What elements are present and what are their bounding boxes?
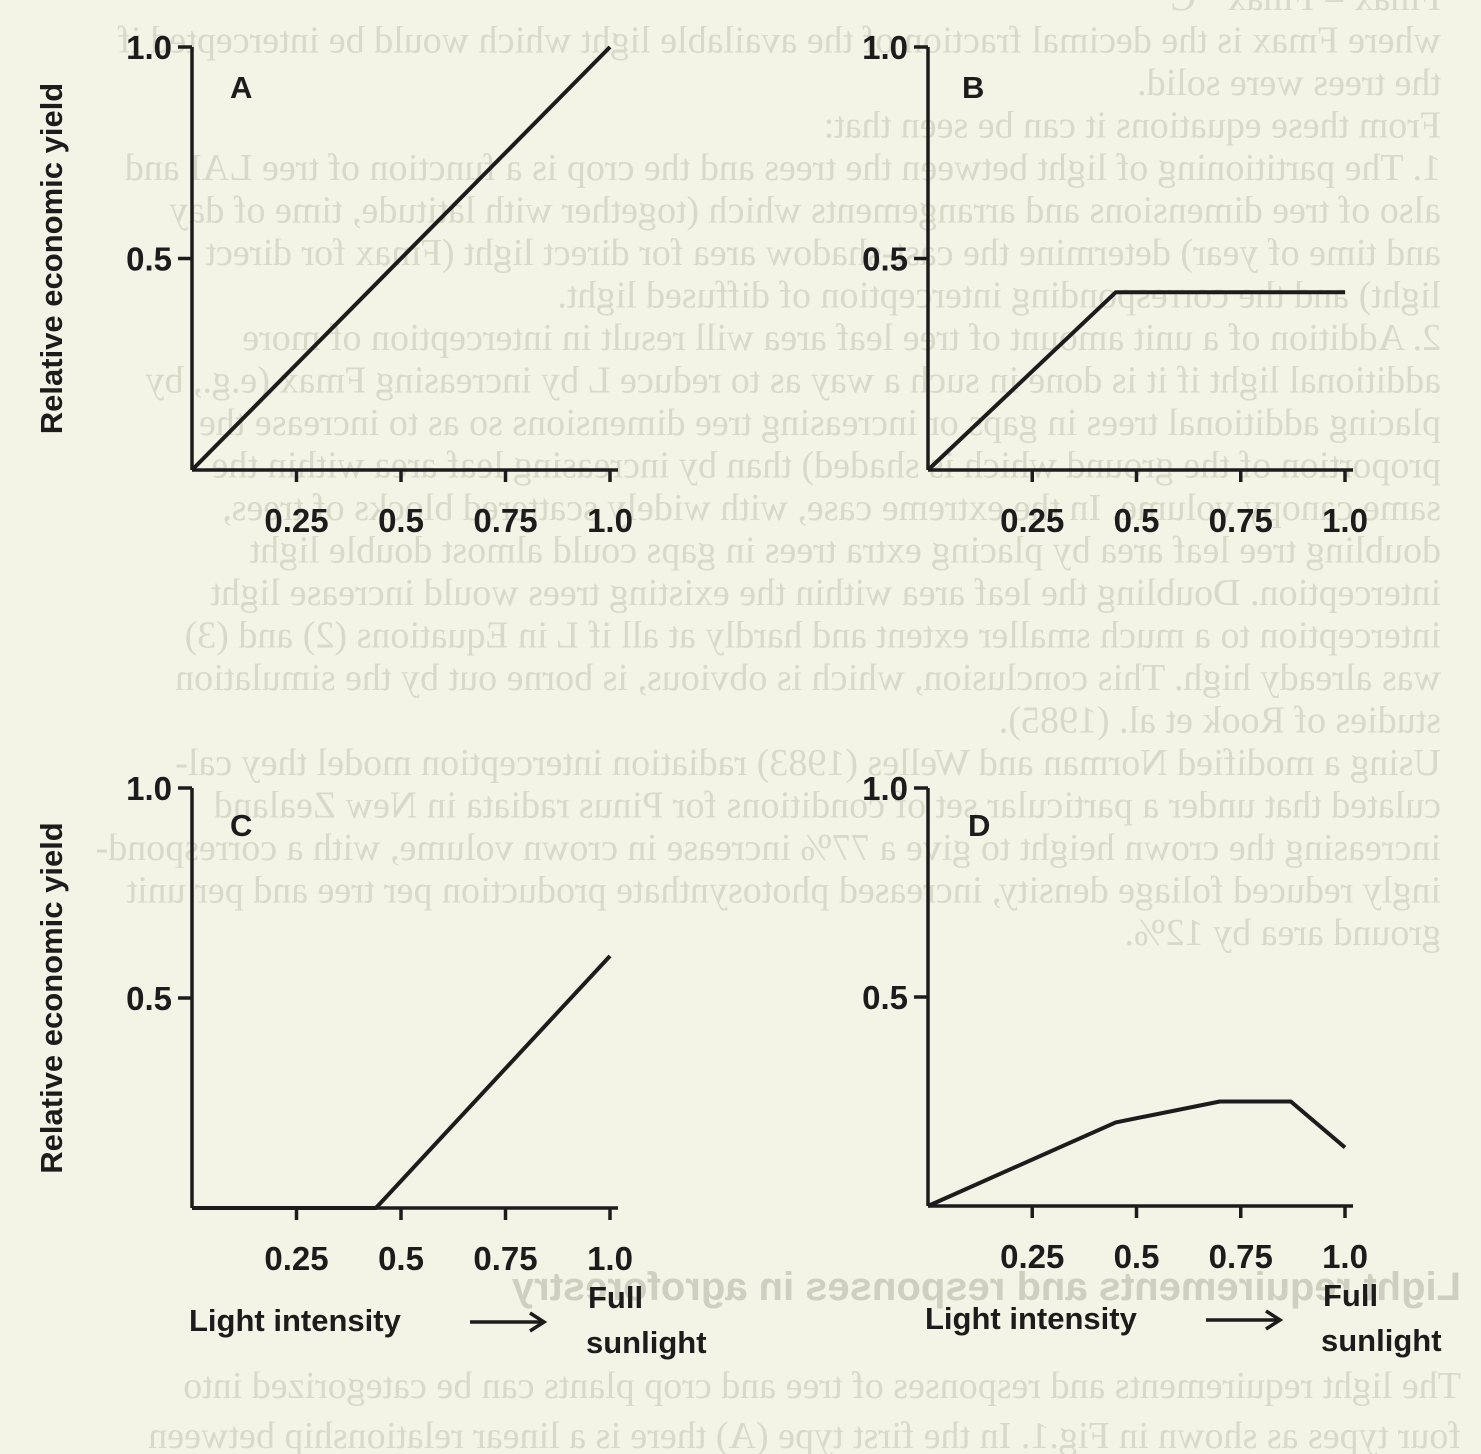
x-tick-label: 1.0 xyxy=(1322,502,1368,539)
x-tick-label: 0.25 xyxy=(1000,502,1064,539)
series-line xyxy=(927,1099,1347,1208)
show-through-line: increasing the crown height to give a 77… xyxy=(96,827,1441,869)
show-through-heading: Light requirements and responses in agro… xyxy=(511,1265,1461,1309)
x-tick-label: 0.5 xyxy=(378,1240,424,1277)
x-axis-end-label: sunlight xyxy=(586,1325,707,1360)
y-axis-title: Relative economic yield xyxy=(34,83,69,434)
y-axis-title: Relative economic yield xyxy=(34,822,69,1173)
x-tick-label: 1.0 xyxy=(587,502,633,539)
x-tick-label: 1.0 xyxy=(587,1240,633,1277)
show-through-line: 1. The partitioning of light between the… xyxy=(125,147,1441,189)
show-through-line: ground area by 12%. xyxy=(1124,912,1441,954)
panel-label: B xyxy=(962,70,984,105)
y-tick-label: 0.5 xyxy=(126,241,172,278)
chart-panel-d: 0.5 1.0 0.25 0.5 0.75 1.0 D Light intensity Full… xyxy=(862,770,1441,1358)
y-tick-label: 1.0 xyxy=(862,29,908,66)
x-tick-label: 0.25 xyxy=(1000,1238,1064,1275)
y-tick-label: 1.0 xyxy=(126,770,172,807)
show-through-line: interception to a much smaller extent an… xyxy=(185,615,1441,657)
x-tick-label: 0.75 xyxy=(1209,502,1273,539)
x-tick-label: 0.75 xyxy=(1209,1238,1273,1275)
x-axis-end-label: sunlight xyxy=(1321,1323,1442,1358)
show-through-line: placing additional trees in gaps or incr… xyxy=(199,402,1441,444)
x-tick-label: 0.25 xyxy=(264,1240,328,1277)
chart-panel-a: 0.5 1.0 0.25 0.5 0.75 1.0 A Relative economic y… xyxy=(34,29,633,539)
show-through-line: The light requirements and responses of … xyxy=(183,1365,1461,1407)
y-tick-label: 1.0 xyxy=(862,770,908,807)
show-through-line: the trees were solid. xyxy=(1137,62,1441,104)
show-through-line: ingly reduced foliage density, increased… xyxy=(126,870,1441,912)
show-through-line: doubling tree leaf area by placing extra… xyxy=(249,530,1441,572)
show-through-line: and time of year) determine the cast-sha… xyxy=(205,232,1441,274)
show-through-line: proportion of the ground which is shaded… xyxy=(212,445,1441,487)
x-tick-label: 0.75 xyxy=(473,1240,537,1277)
show-through-line: 2. Addition of a unit amount of tree lea… xyxy=(242,317,1441,359)
x-tick-label: 0.5 xyxy=(1114,502,1160,539)
show-through-line: Using a modified Norman and Welles (1983… xyxy=(175,742,1441,784)
show-through-line: additional light if it is done in such a… xyxy=(145,360,1441,402)
x-axis-title: Light intensity xyxy=(189,1303,402,1338)
show-through-line: also of tree dimensions and arrangements… xyxy=(169,190,1441,232)
chart-panel-c: 0.5 1.0 0.25 0.5 0.75 1.0 C Relative economic y… xyxy=(34,770,707,1360)
show-through-line: studies of Rook et al. (1985). xyxy=(999,700,1441,742)
x-tick-label: 1.0 xyxy=(1322,1238,1368,1275)
series-line xyxy=(192,954,612,1210)
show-through-line: four types as shown in Fig.1. In the fir… xyxy=(148,1415,1461,1454)
x-tick-label: 0.5 xyxy=(378,502,424,539)
show-through-line: interception. Doubling the leaf area wit… xyxy=(210,572,1441,614)
show-through-line: where Fmax is the decimal fraction of th… xyxy=(117,20,1441,62)
x-axis-end-label: Full xyxy=(588,1280,643,1315)
panel-label: D xyxy=(968,808,990,843)
x-axis-end-label: Full xyxy=(1323,1278,1378,1313)
y-tick-label: 0.5 xyxy=(862,241,908,278)
y-tick-label: 0.5 xyxy=(862,979,908,1016)
x-tick-label: 0.75 xyxy=(473,502,537,539)
x-tick-label: 0.25 xyxy=(264,502,328,539)
panel-label: A xyxy=(230,70,252,105)
show-through-line: Fmax = Fmax · C xyxy=(1170,0,1441,19)
x-tick-label: 0.5 xyxy=(1114,1238,1160,1275)
series-line xyxy=(926,290,1345,472)
y-tick-label: 1.0 xyxy=(126,29,172,66)
x-axis-title: Light intensity xyxy=(925,1301,1138,1336)
panel-label: C xyxy=(230,808,252,843)
show-through-group: Fmax = Fmax · Cwhere Fmax is the decimal… xyxy=(96,0,1461,1454)
x-axis-arrow-head xyxy=(529,1311,548,1333)
show-through-line: culated that under a particular set of c… xyxy=(214,785,1441,827)
show-through-line: same canopy volume. In the extreme case,… xyxy=(222,487,1441,529)
show-through-line: light) and the corresponding interceptio… xyxy=(557,275,1441,317)
show-through-line: was already high. This conclusion, which… xyxy=(175,657,1441,699)
series-line xyxy=(190,45,612,472)
x-axis-arrow-head xyxy=(1265,1309,1284,1331)
chart-panel-b: 0.5 1.0 0.25 0.5 0.75 1.0 B xyxy=(862,29,1368,539)
y-tick-label: 0.5 xyxy=(126,980,172,1017)
